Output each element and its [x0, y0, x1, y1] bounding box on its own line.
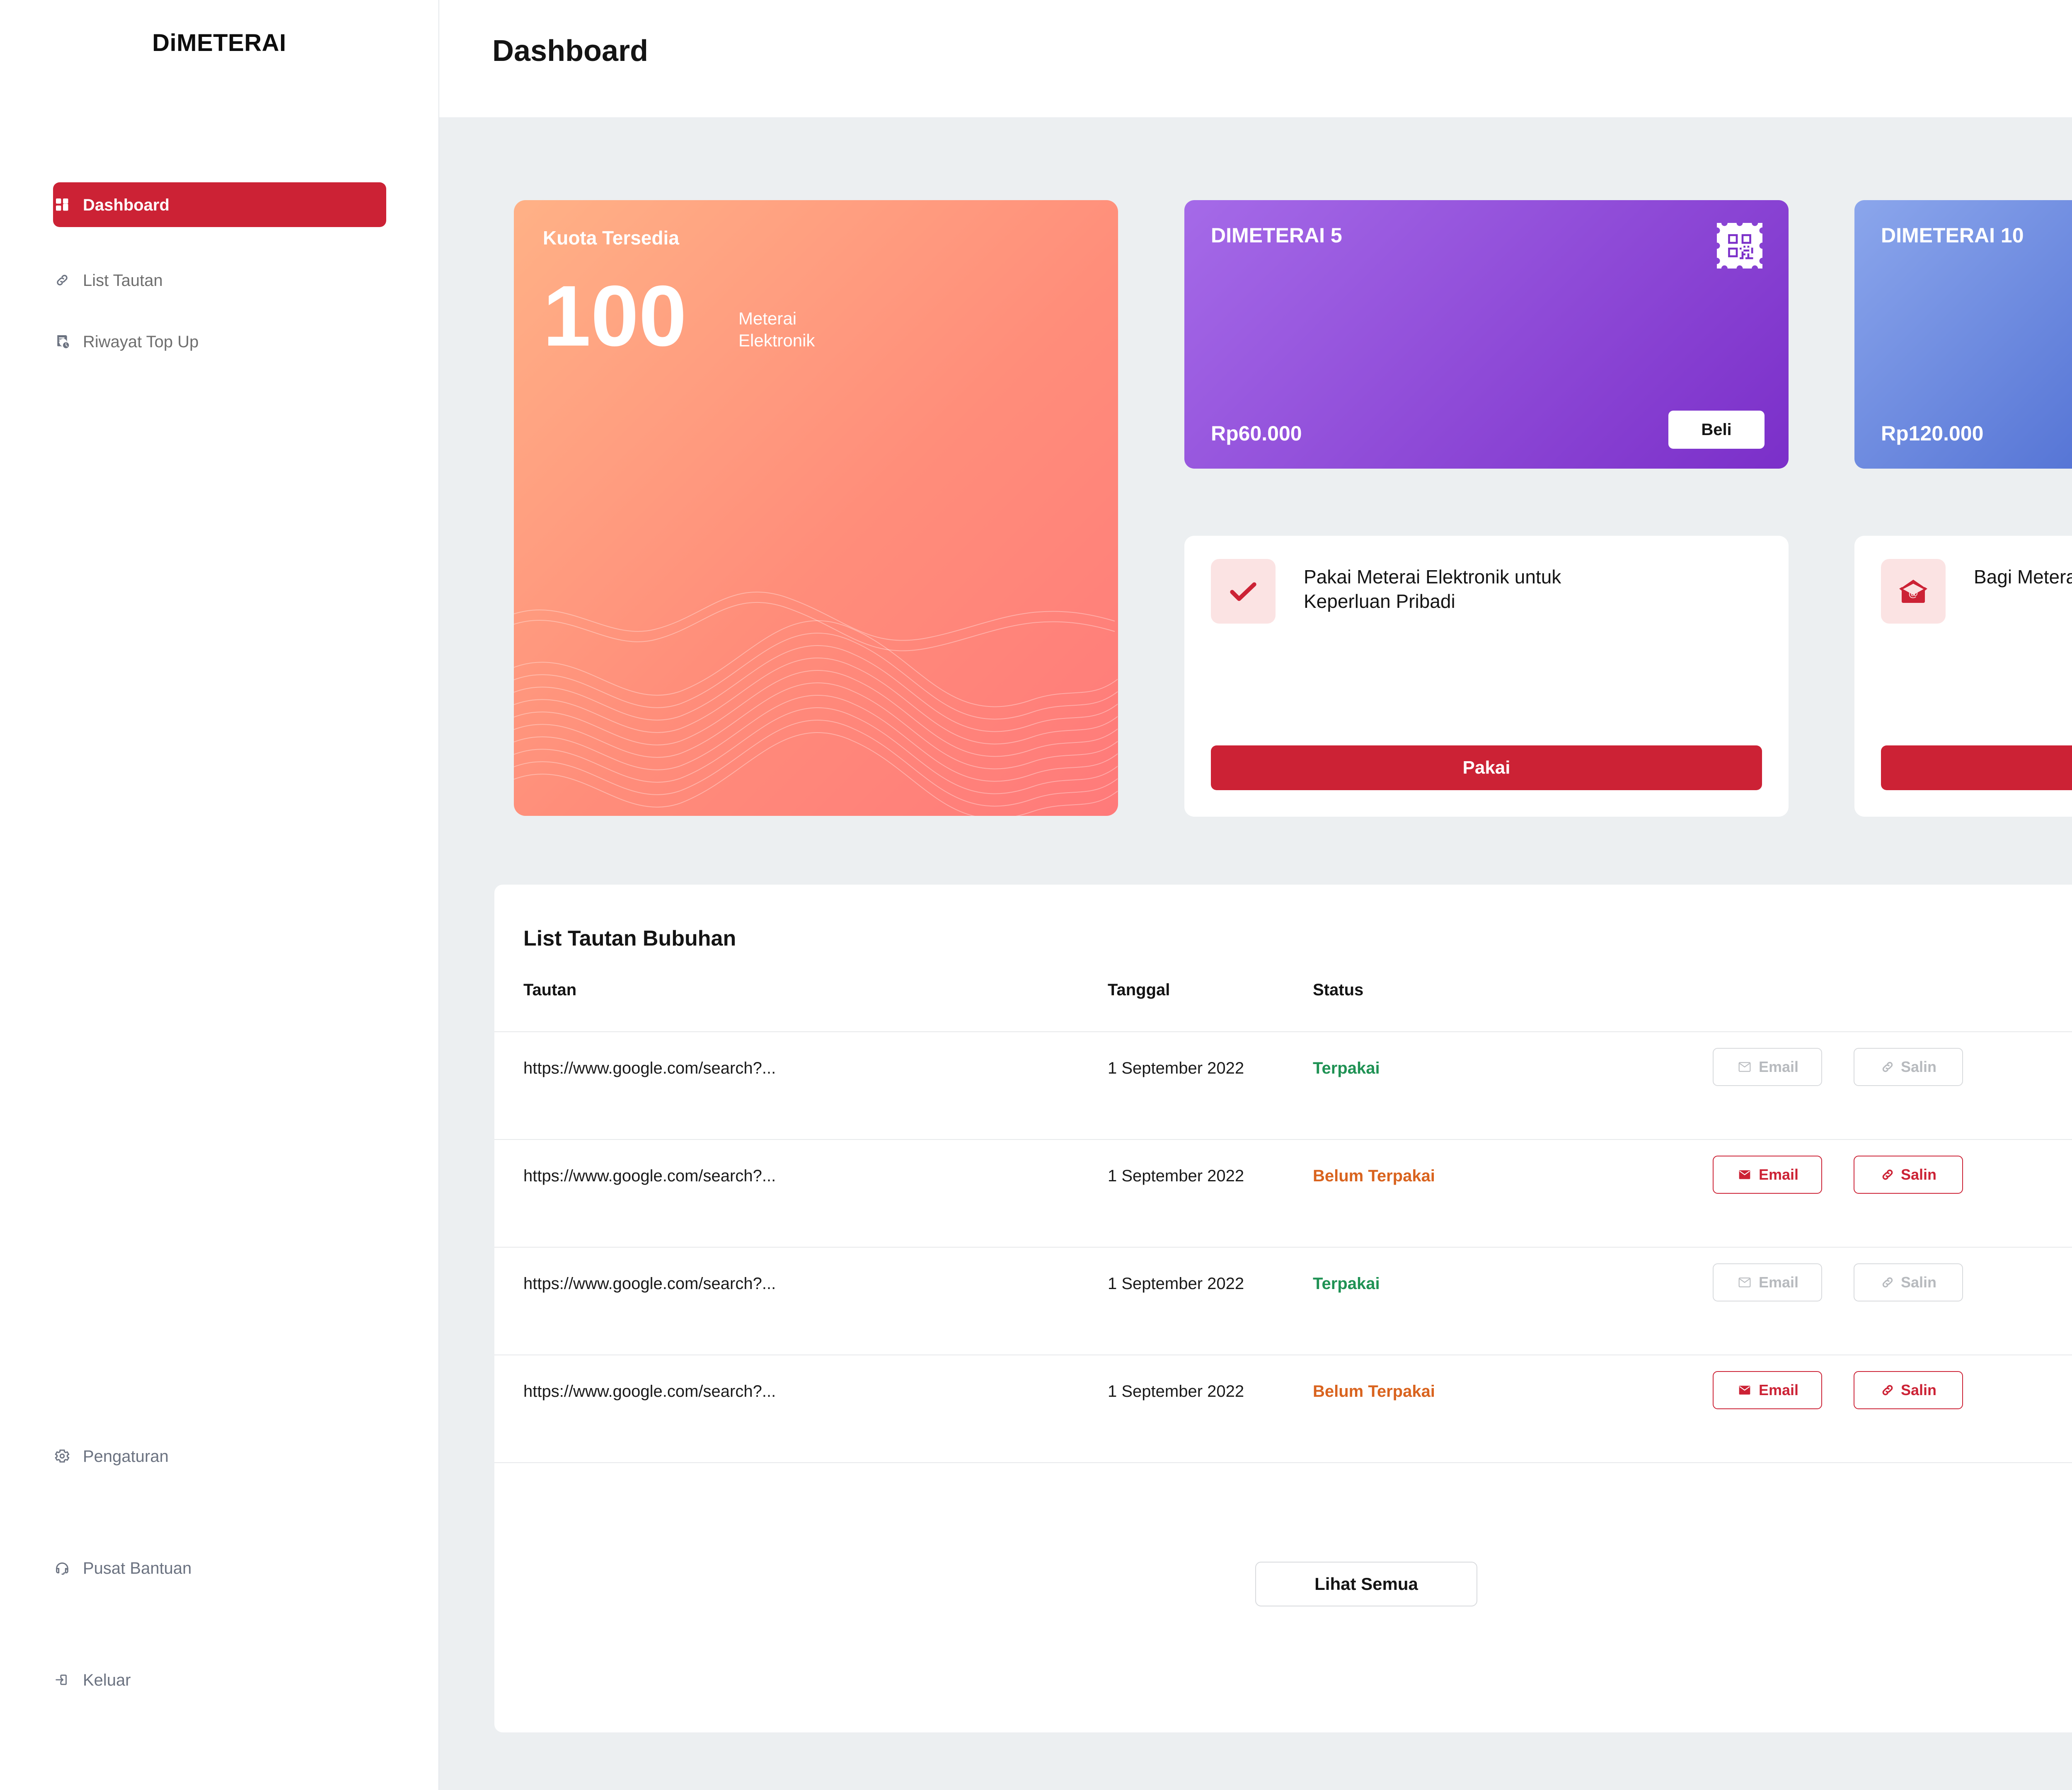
svg-text:@: @ — [1908, 588, 1918, 599]
